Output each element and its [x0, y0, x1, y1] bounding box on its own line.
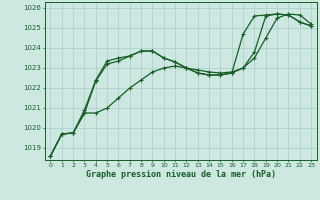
X-axis label: Graphe pression niveau de la mer (hPa): Graphe pression niveau de la mer (hPa) [86, 170, 276, 179]
